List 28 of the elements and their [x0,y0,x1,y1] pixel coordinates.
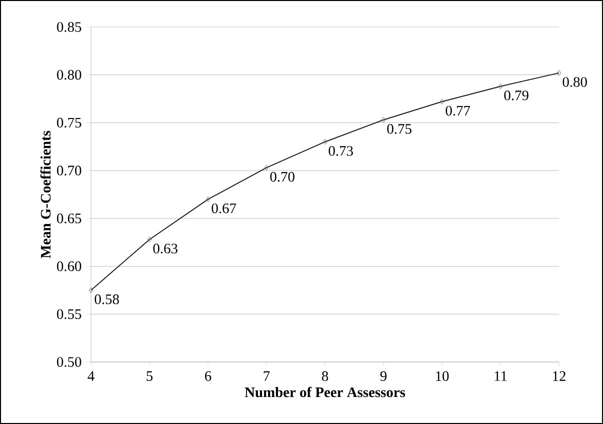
data-label: 0.80 [562,77,587,87]
y-tick-label: 0.85 [57,22,82,32]
x-tick-label: 10 [436,371,449,382]
x-tick-label: 9 [380,371,387,381]
y-tick-label: 0.55 [57,309,82,320]
x-tick-label: 8 [322,371,328,382]
x-tick-label: 6 [205,371,212,381]
data-label: 0.79 [504,90,528,100]
x-axis-title: Number of Peer Assessors [244,386,406,398]
y-tick-label: 0.60 [57,261,82,272]
y-tick-label: 0.50 [57,357,82,367]
y-tick-label: 0.70 [57,166,82,176]
x-tick-label: 12 [553,371,566,381]
y-tick-label: 0.80 [57,70,82,80]
x-tick-label: 7 [264,371,270,381]
y-tick-label: 0.65 [57,214,82,224]
data-label: 0.73 [328,146,353,156]
x-tick-label: 4 [88,371,94,381]
y-axis-title: Mean G-Coefficients [40,130,51,258]
data-label: 0.70 [270,172,294,182]
x-tick-label: 11 [494,371,507,381]
y-tick-label: 0.75 [57,118,82,128]
data-label: 0.63 [153,244,178,254]
data-label: 0.75 [387,124,412,134]
data-label: 0.58 [94,294,119,304]
data-label: 0.77 [446,106,470,116]
data-label: 0.67 [212,203,236,214]
x-tick-label: 5 [146,371,153,381]
